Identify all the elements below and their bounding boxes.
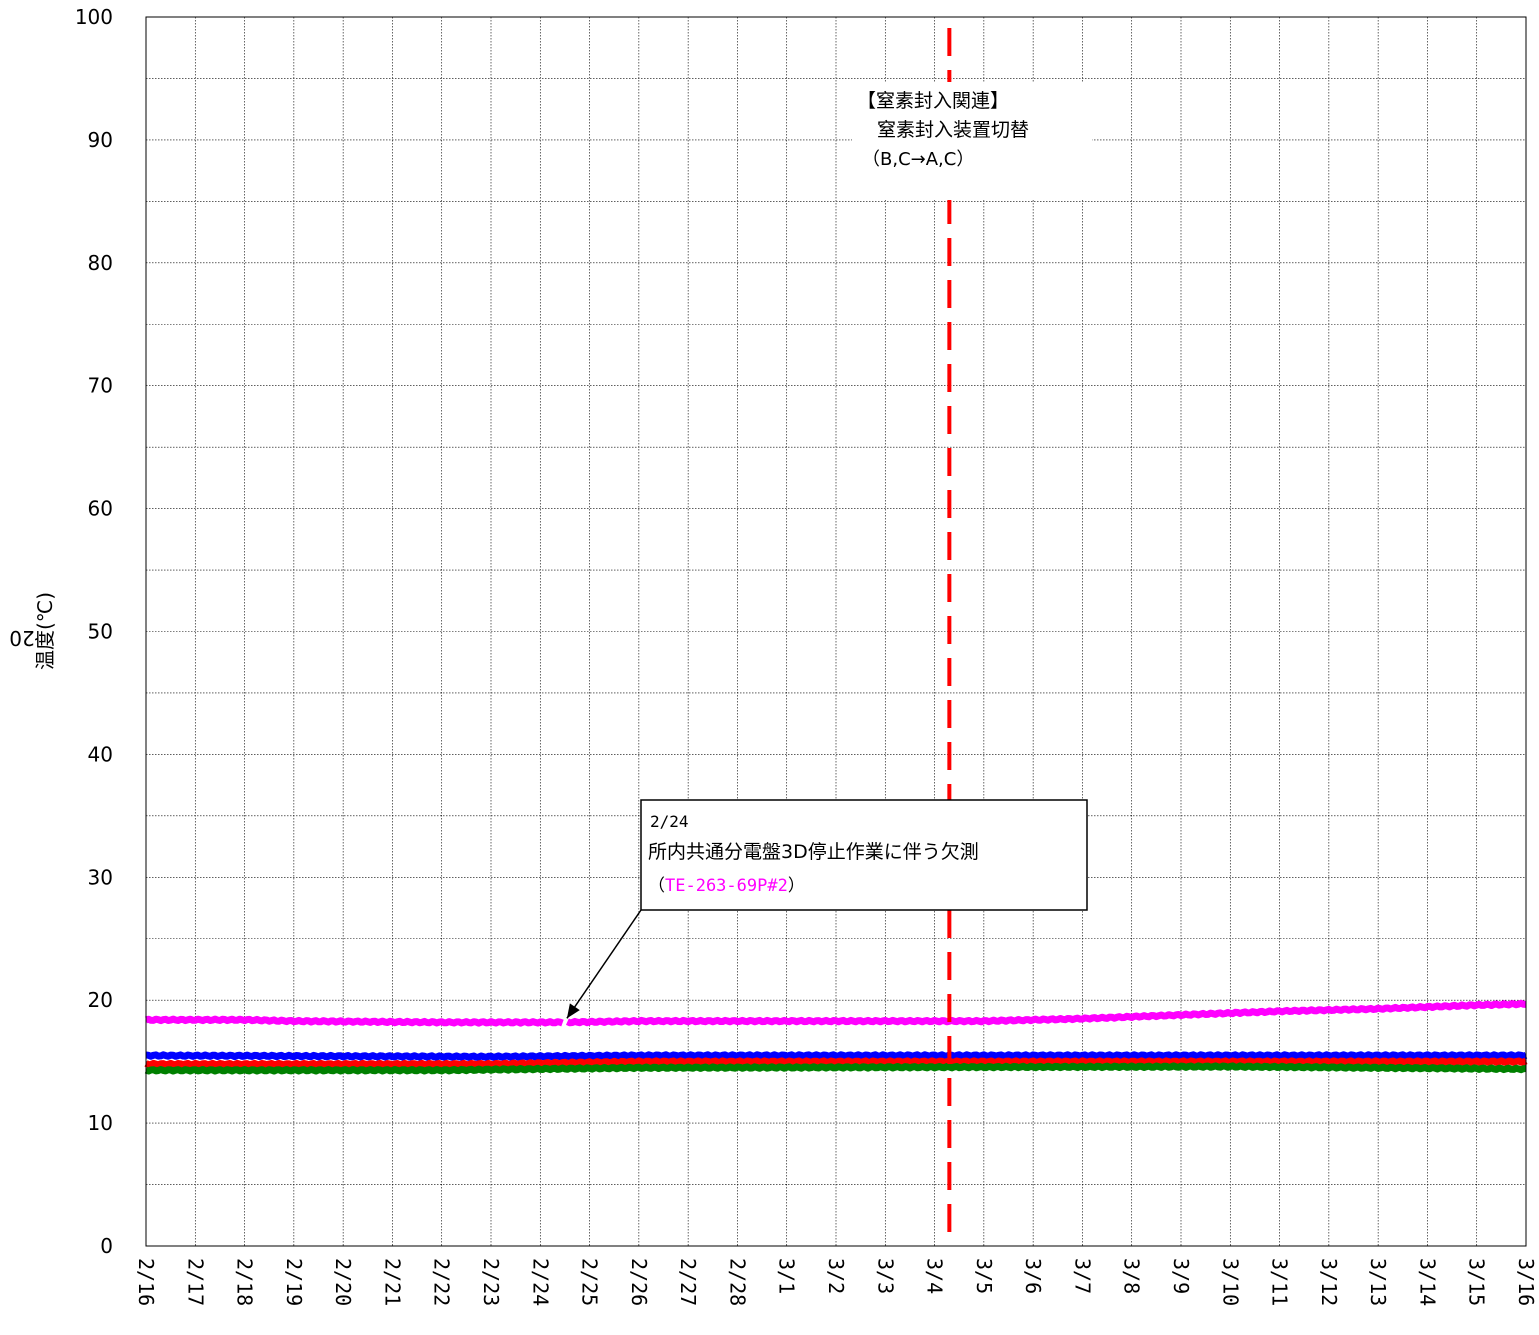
- y-axis-title-text: 温度(℃): [33, 592, 57, 670]
- missing-note-sensor-id: TE-263-69P#2: [665, 876, 788, 896]
- y-tick-label-80: 80: [88, 251, 113, 275]
- y-tick-label-50: 50: [88, 620, 113, 644]
- y-tick-label-30: 30: [88, 865, 113, 889]
- x-tick-label-11: 2/27: [676, 1258, 700, 1306]
- y-tick-label-40: 40: [88, 742, 113, 766]
- minor-gridlines: [145, 17, 1527, 1246]
- x-tick-label-9: 2/25: [578, 1258, 602, 1306]
- series-layer: [144, 999, 1528, 1075]
- y-tick-label-90: 90: [88, 128, 113, 152]
- nitrogen-note-line-1: 【窒素封入関連】: [857, 90, 1009, 112]
- nitrogen-note-line-2: 窒素封入装置切替: [877, 119, 1029, 141]
- x-tick-label-28: 3/16: [1514, 1258, 1538, 1306]
- y-tick-label-60: 60: [88, 497, 113, 521]
- x-tick-label-1: 2/17: [183, 1258, 207, 1306]
- y-tick-label-0: 0: [100, 1234, 113, 1258]
- series-0-line-a: [145, 1015, 564, 1027]
- x-tick-label-2: 2/18: [233, 1258, 257, 1306]
- nitrogen-note-line-3: （B,C→A,C）: [862, 149, 974, 170]
- x-tick-label-19: 3/7: [1070, 1258, 1094, 1294]
- series-1-line: [145, 1051, 1528, 1061]
- y-axis-title: 温度(℃): [33, 592, 57, 670]
- x-tick-label-27: 3/15: [1465, 1258, 1489, 1306]
- x-tick-label-14: 3/2: [824, 1258, 848, 1294]
- x-tick-label-21: 3/9: [1169, 1258, 1193, 1294]
- missing-note-arrow-line: [566, 909, 642, 1019]
- x-tick-label-5: 2/21: [380, 1258, 404, 1306]
- x-tick-label-24: 3/12: [1317, 1258, 1341, 1306]
- x-tick-label-25: 3/13: [1366, 1258, 1390, 1306]
- y-axis-title-prefix: 20: [9, 626, 34, 650]
- x-tick-label-15: 3/3: [873, 1258, 897, 1294]
- missing-note-box: [640, 799, 1088, 911]
- x-tick-label-8: 2/24: [528, 1258, 552, 1306]
- x-tick-label-6: 2/22: [430, 1258, 454, 1306]
- x-tick-label-3: 2/19: [282, 1258, 306, 1306]
- x-tick-label-17: 3/5: [972, 1258, 996, 1294]
- missing-note-paren-open: （: [648, 876, 665, 896]
- x-tick-label-18: 3/6: [1021, 1258, 1045, 1294]
- x-tick-label-10: 2/26: [627, 1258, 651, 1306]
- missing-note-line-2: 所内共通分電盤3D停止作業に伴う欠測: [648, 841, 979, 863]
- x-tick-label-20: 3/8: [1120, 1258, 1144, 1294]
- y-tick-label-100: 100: [75, 5, 113, 29]
- x-tick-label-4: 2/20: [331, 1258, 355, 1306]
- y-tick-label-10: 10: [88, 1111, 113, 1135]
- missing-note-line-3: （TE-263-69P#2）: [648, 876, 805, 896]
- x-tick-label-22: 3/10: [1218, 1258, 1242, 1306]
- series-2-line: [144, 1057, 1528, 1069]
- x-tick-label-12: 2/28: [725, 1258, 749, 1306]
- axis-layer: [145, 16, 1527, 1247]
- x-tick-label-16: 3/4: [923, 1258, 947, 1294]
- x-tick-label-0: 2/16: [134, 1258, 158, 1306]
- y-tick-labels: 0 10 20 30 40 50 60 70 80 90 100: [75, 5, 113, 1258]
- missing-note-line-1: 2/24: [650, 812, 689, 831]
- y-tick-label-20: 20: [88, 988, 113, 1012]
- x-tick-label-7: 2/23: [479, 1258, 503, 1306]
- series-3-line: [144, 1062, 1527, 1075]
- x-tick-label-26: 3/14: [1415, 1258, 1439, 1306]
- x-tick-label-23: 3/11: [1268, 1258, 1292, 1306]
- x-tick-labels: 2/16 2/17 2/18 2/19 2/20 2/21 2/22 2/23 2/24 2/25…: [134, 1258, 1538, 1306]
- x-tick-label-13: 3/1: [775, 1258, 799, 1294]
- y-tick-label-70: 70: [88, 374, 113, 398]
- annotation-layer: 【窒素封入関連】窒素封入装置切替 （B,C→A,C） 2/24 所内共通分電盤3D停止…: [566, 82, 1092, 1019]
- series-0-line-b: [565, 999, 1527, 1027]
- missing-note-arrow-head: [566, 1003, 580, 1019]
- plot-frame: [145, 16, 1527, 1247]
- y-axis-prefix-text: 20: [9, 626, 34, 650]
- missing-note-paren-close: ）: [788, 876, 805, 896]
- nitrogen-note-bg: [852, 82, 1092, 200]
